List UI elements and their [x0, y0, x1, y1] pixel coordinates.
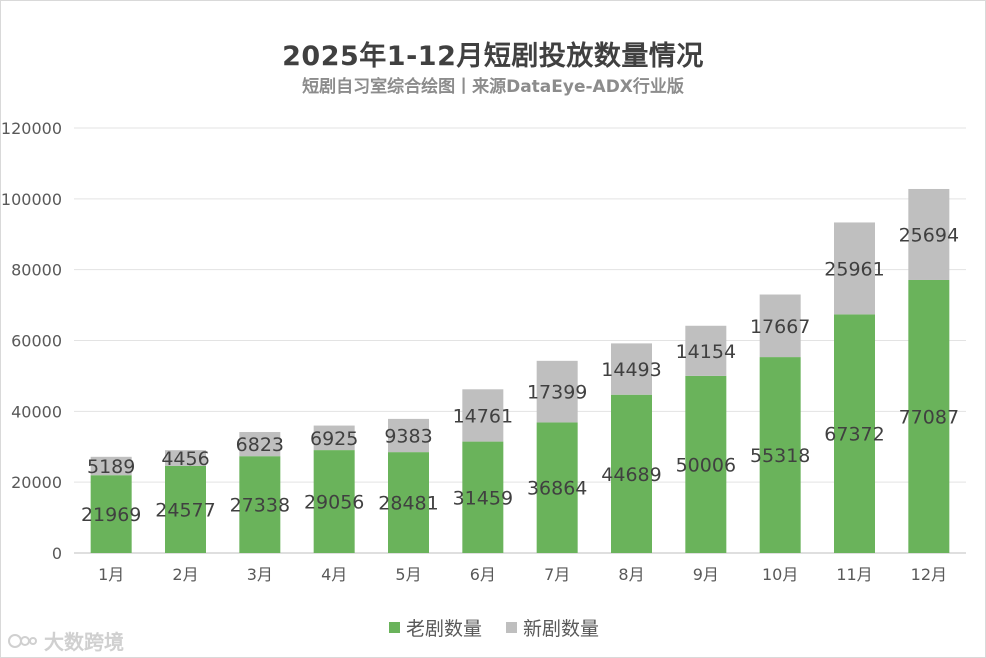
- bar-old: [239, 456, 281, 553]
- data-label-new: 6925: [310, 428, 358, 450]
- bar-new: [759, 294, 801, 358]
- y-tick-label: 120000: [1, 119, 62, 138]
- x-tick-label: 8月: [618, 565, 644, 584]
- data-label-old: 44689: [601, 464, 661, 486]
- x-tick-label: 6月: [470, 565, 496, 584]
- legend-label-old: 老剧数量: [406, 618, 483, 640]
- data-label-new: 25694: [899, 224, 959, 246]
- legend-swatch-new: [506, 622, 518, 633]
- y-tick-label: 20000: [11, 473, 62, 492]
- bar-old: [908, 279, 950, 553]
- data-label-old: 28481: [378, 493, 438, 515]
- bar-new: [165, 450, 206, 466]
- bar-new: [536, 360, 578, 423]
- x-tick-label: 12月: [911, 565, 947, 584]
- legend-item-new: 新剧数量: [506, 614, 599, 641]
- data-label-old: 27338: [230, 495, 290, 517]
- bar-new: [313, 425, 355, 451]
- data-label-old: 77087: [899, 406, 959, 428]
- bar-new: [834, 222, 875, 315]
- x-tick-label: 11月: [836, 565, 872, 584]
- data-label-old: 36864: [527, 478, 587, 500]
- bar-new: [908, 188, 950, 280]
- bar-new: [611, 343, 652, 395]
- data-label-old: 50006: [676, 454, 736, 476]
- data-label-old: 29056: [304, 492, 364, 514]
- watermark: 大数跨境: [8, 626, 124, 655]
- data-label-old: 55318: [750, 445, 810, 467]
- y-tick-label: 80000: [11, 261, 62, 280]
- data-label-new: 17399: [527, 382, 587, 404]
- bar-old: [611, 394, 652, 553]
- watermark-text: 大数跨境: [44, 630, 124, 654]
- x-tick-label: 9月: [693, 565, 719, 584]
- x-tick-label: 5月: [395, 565, 421, 584]
- legend-label-new: 新剧数量: [523, 618, 600, 640]
- x-tick-label: 2月: [172, 565, 198, 584]
- data-label-new: 14493: [601, 359, 661, 381]
- watermark-logo-icon: [8, 633, 37, 648]
- y-tick-label: 40000: [11, 402, 62, 421]
- data-label-new: 4456: [161, 448, 209, 470]
- data-label-old: 24577: [155, 499, 215, 521]
- data-label-old: 21969: [81, 504, 141, 526]
- x-tick-label: 4月: [321, 565, 347, 584]
- y-tick-label: 100000: [1, 190, 62, 209]
- data-label-new: 25961: [824, 258, 884, 280]
- bar-new: [685, 325, 727, 376]
- data-label-new: 17667: [750, 316, 810, 338]
- y-tick-label: 0: [52, 544, 62, 563]
- data-label-new: 6823: [236, 434, 284, 456]
- bar-new: [239, 432, 281, 457]
- bar-old: [536, 422, 578, 553]
- chart-title: 2025年1-12月短剧投放数量情况: [282, 41, 704, 72]
- bar-old: [834, 314, 875, 553]
- x-tick-label: 10月: [762, 565, 798, 584]
- chart-legend: 老剧数量 新剧数量: [389, 614, 623, 641]
- y-tick-label: 60000: [11, 332, 62, 351]
- chart-subtitle: 短剧自习室综合绘图丨来源DataEye-ADX行业版: [302, 77, 684, 97]
- data-label-new: 5189: [87, 456, 135, 478]
- bar-old: [462, 441, 504, 553]
- x-tick-label: 1月: [98, 565, 124, 584]
- x-tick-label: 7月: [544, 565, 570, 584]
- bar-new: [388, 418, 429, 453]
- bar-old: [685, 375, 727, 553]
- x-tick-label: 3月: [247, 565, 273, 584]
- data-label-new: 14761: [453, 405, 513, 427]
- data-label-new: 9383: [384, 426, 432, 448]
- bar-old: [165, 465, 206, 553]
- bar-new: [462, 389, 504, 442]
- legend-swatch-old: [389, 622, 400, 633]
- data-label-new: 14154: [676, 341, 736, 363]
- bar-old: [759, 357, 801, 553]
- legend-item-old: 老剧数量: [389, 614, 482, 641]
- data-label-old: 67372: [824, 424, 884, 446]
- data-label-old: 31459: [453, 487, 513, 509]
- bar-old: [313, 450, 355, 553]
- bar-old: [388, 452, 429, 553]
- bar-new: [90, 456, 132, 476]
- bar-old: [90, 475, 132, 553]
